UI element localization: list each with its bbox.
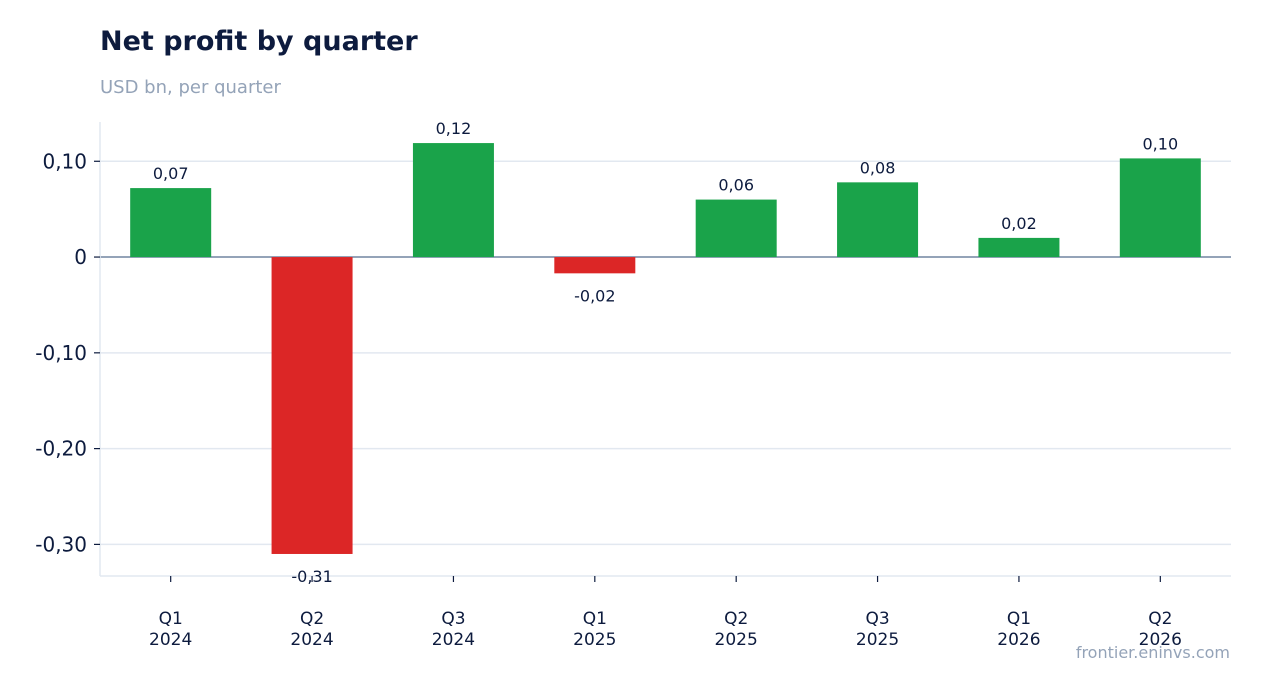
bar bbox=[554, 257, 636, 274]
bar bbox=[271, 257, 353, 554]
y-tick-label: 0,10 bbox=[42, 149, 87, 173]
data-label: 0,10 bbox=[1143, 134, 1179, 153]
data-label: 0,02 bbox=[1001, 214, 1037, 233]
data-label: -0,02 bbox=[574, 286, 615, 305]
data-label: 0,07 bbox=[153, 164, 189, 183]
bar bbox=[412, 143, 494, 258]
x-tick-label-quarter: Q3 bbox=[441, 609, 465, 629]
source-credit: frontier.eninvs.com bbox=[1075, 643, 1230, 662]
data-label: 0,12 bbox=[436, 119, 472, 138]
chart-title: Net profit by quarter bbox=[100, 26, 418, 57]
bar bbox=[695, 199, 777, 258]
grid-layer bbox=[100, 160, 1231, 546]
x-tick-label-year: 2024 bbox=[290, 630, 333, 650]
data-label: -0,31 bbox=[291, 567, 332, 586]
data-label: 0,06 bbox=[718, 176, 754, 195]
axis-layer: 0,100-0,10-0,20-0,30Q12024Q22024Q32024Q1… bbox=[35, 122, 1231, 650]
x-tick-label-year: 2025 bbox=[573, 630, 616, 650]
y-tick-label: -0,30 bbox=[35, 532, 87, 556]
x-tick-label-year: 2026 bbox=[997, 630, 1040, 650]
bar bbox=[978, 237, 1060, 258]
data-label: 0,08 bbox=[860, 158, 896, 177]
x-tick-label-year: 2024 bbox=[149, 630, 192, 650]
bar bbox=[837, 182, 919, 258]
y-tick-label: -0,20 bbox=[35, 437, 87, 461]
label-layer: 0,07 -0,31 0,12 -0,02 0,06 0,08 0,02 0,10 bbox=[153, 119, 1178, 586]
x-tick-label-year: 2026 bbox=[1139, 630, 1182, 650]
x-tick-label-quarter: Q2 bbox=[1148, 609, 1172, 629]
x-tick-label-quarter: Q1 bbox=[583, 609, 607, 629]
x-tick-label-quarter: Q1 bbox=[1007, 609, 1031, 629]
bar-layer bbox=[130, 143, 1201, 554]
y-tick-label: 0 bbox=[74, 245, 87, 269]
chart-subtitle: USD bn, per quarter bbox=[100, 77, 281, 98]
x-tick-label-year: 2025 bbox=[856, 630, 899, 650]
x-tick-label-year: 2025 bbox=[715, 630, 758, 650]
bar bbox=[130, 188, 212, 258]
x-tick-label-quarter: Q3 bbox=[865, 609, 889, 629]
y-tick-label: -0,10 bbox=[35, 341, 87, 365]
x-tick-label-year: 2024 bbox=[432, 630, 475, 650]
x-tick-label-quarter: Q1 bbox=[159, 609, 183, 629]
x-tick-label-quarter: Q2 bbox=[724, 609, 748, 629]
bar bbox=[1119, 158, 1201, 258]
x-tick-label-quarter: Q2 bbox=[300, 609, 324, 629]
